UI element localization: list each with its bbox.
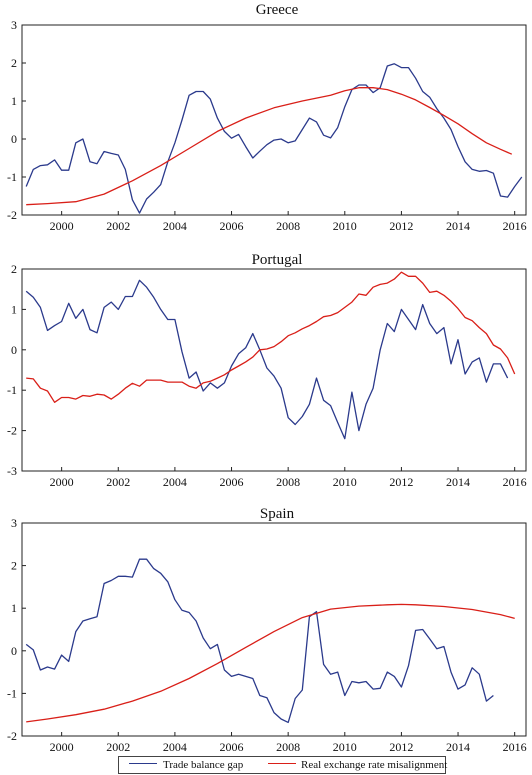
series-line-trade-balance-gap	[25, 63, 523, 214]
x-tick-label: 2008	[276, 740, 300, 752]
x-tick-label: 2016	[503, 740, 527, 752]
x-tick-label: 2010	[333, 740, 357, 752]
series-line-real-exchange-rate-misalignment	[26, 603, 515, 723]
y-tick-label: 1	[11, 302, 17, 316]
chart-title-spain: Spain	[259, 506, 295, 522]
x-tick-label: 2006	[220, 219, 244, 233]
y-tick-label: 2	[11, 56, 17, 70]
x-tick-label: 2010	[333, 475, 357, 489]
x-tick-label: 2012	[389, 475, 413, 489]
x-tick-label: 2000	[50, 740, 74, 752]
x-tick-label: 2002	[106, 219, 130, 233]
y-tick-label: 2	[11, 262, 17, 276]
x-tick-label: 2016	[503, 475, 527, 489]
x-tick-label: 2016	[503, 219, 527, 233]
x-tick-label: 2006	[220, 475, 244, 489]
x-tick-label: 2002	[106, 475, 130, 489]
y-tick-label: 1	[11, 94, 17, 108]
legend-label-real-exchange-rate-misalignment: Real exchange rate misalignment	[301, 759, 448, 771]
x-tick-label: 2008	[276, 475, 300, 489]
series-line-real-exchange-rate-misalignment	[26, 87, 513, 206]
y-tick-label: 0	[11, 644, 17, 658]
plot-frame	[21, 522, 527, 737]
x-tick-label: 2014	[446, 475, 470, 489]
x-tick-label: 2012	[389, 219, 413, 233]
series-line-real-exchange-rate-misalignment	[26, 271, 516, 403]
chart-portugal: -3 -2 -1 0 1 2 2000 2002 2004 2006 2008 2010 2012 201…	[7, 262, 527, 489]
y-tick-label: -1	[7, 170, 17, 184]
y-tick-label: 1	[11, 601, 17, 615]
legend-swatch-trade-balance-gap	[129, 763, 157, 764]
chart-title-portugal: Portugal	[251, 252, 303, 268]
y-tick-label: 3	[11, 516, 17, 530]
x-tick-label: 2010	[333, 219, 357, 233]
legend-swatch-real-exchange-rate-misalignment	[268, 763, 296, 764]
y-tick-label: 0	[11, 343, 17, 357]
chart-title-greece: Greece	[255, 2, 299, 18]
chart-legend: Trade balance gap Real exchange rate mis…	[118, 756, 448, 774]
y-tick-label: -3	[7, 464, 17, 478]
y-tick-label: -1	[7, 383, 17, 397]
plot-frame	[21, 24, 527, 216]
x-tick-label: 2000	[50, 475, 74, 489]
x-tick-label: 2000	[50, 219, 74, 233]
y-tick-label: -1	[7, 686, 17, 700]
y-tick-label: 0	[11, 132, 17, 146]
y-tick-label: -2	[7, 424, 17, 438]
x-tick-label: 2014	[446, 740, 470, 752]
chart-greece: -2 -1 0 1 2 3 2000 2002 2004 2006 2008 2010 2012 2014…	[7, 18, 527, 233]
x-tick-label: 2004	[163, 740, 187, 752]
legend-label-trade-balance-gap: Trade balance gap	[163, 759, 244, 771]
y-tick-label: -2	[7, 729, 17, 743]
series-line-trade-balance-gap	[25, 279, 509, 440]
x-tick-label: 2004	[163, 219, 187, 233]
x-tick-label: 2008	[276, 219, 300, 233]
x-tick-label: 2004	[163, 475, 187, 489]
plot-frame	[21, 268, 527, 472]
chart-spain: -2 -1 0 1 2 3 2000 2002 2004 2006 2008 2010 2012 2014…	[7, 516, 527, 752]
x-tick-label: 2006	[220, 740, 244, 752]
x-tick-label: 2014	[446, 219, 470, 233]
x-tick-label: 2012	[389, 740, 413, 752]
y-tick-label: 2	[11, 559, 17, 573]
y-tick-label: 3	[11, 18, 17, 32]
y-tick-label: -2	[7, 208, 17, 222]
x-tick-label: 2002	[106, 740, 130, 752]
series-line-trade-balance-gap	[25, 558, 494, 724]
